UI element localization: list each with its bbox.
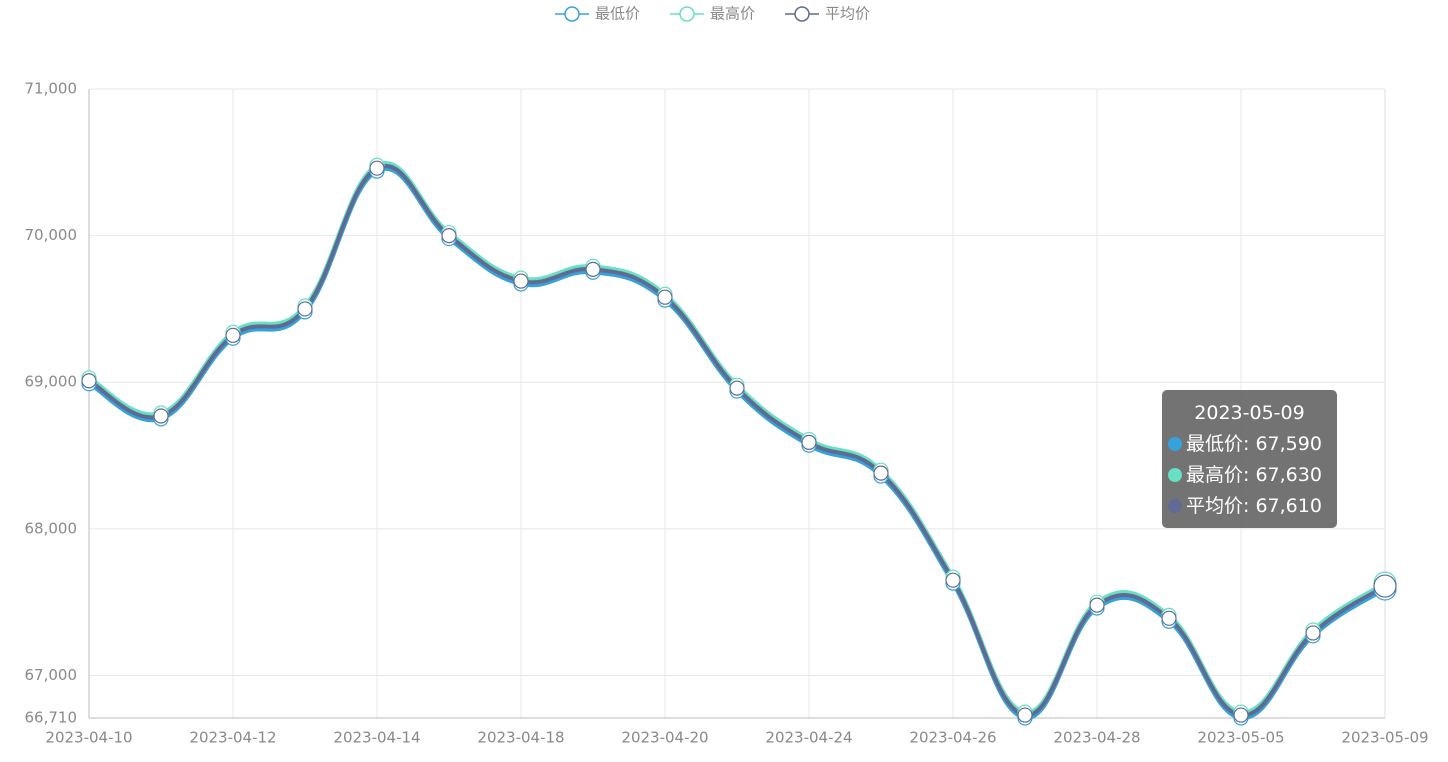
- data-point: [729, 380, 745, 396]
- tooltip-text: 平均价: 67,610: [1186, 495, 1322, 517]
- data-point: [1233, 707, 1249, 723]
- tooltip: 2023-05-09 最低价: 67,590 最高价: 67,630 平均价: 67…: [1162, 390, 1337, 528]
- y-tick-label: 70,000: [25, 226, 78, 244]
- data-point: [225, 327, 241, 343]
- legend-symbol: [794, 6, 810, 22]
- x-tick-label: 2023-05-05: [1197, 729, 1284, 747]
- tooltip-dot: [1168, 437, 1182, 451]
- legend-item: 最高价: [670, 5, 755, 23]
- x-tick-label: 2023-04-24: [765, 729, 852, 747]
- legend-label: 平均价: [825, 5, 870, 23]
- tooltip-dot: [1168, 499, 1182, 513]
- x-tick-label: 2023-04-26: [909, 729, 996, 747]
- legend-symbol: [679, 6, 695, 22]
- data-point: [801, 434, 817, 450]
- tooltip-text: 最低价: 67,590: [1186, 433, 1322, 455]
- data-point: [1161, 610, 1177, 626]
- y-tick-label: 71,000: [25, 80, 78, 98]
- data-point: [1373, 574, 1397, 598]
- data-point: [297, 301, 313, 317]
- tooltip-row: 最低价: 67,590: [1168, 429, 1331, 460]
- data-point: [369, 160, 385, 176]
- data-point: [585, 261, 601, 277]
- y-tick-label: 67,000: [25, 666, 78, 684]
- x-tick-label: 2023-04-20: [621, 729, 708, 747]
- legend-item: 最低价: [555, 5, 640, 23]
- x-tick-label: 2023-04-14: [333, 729, 420, 747]
- data-point: [513, 273, 529, 289]
- x-tick-label: 2023-04-18: [477, 729, 564, 747]
- data-point: [657, 289, 673, 305]
- data-point: [873, 465, 889, 481]
- tooltip-dot: [1168, 468, 1182, 482]
- y-tick-label: 68,000: [25, 519, 78, 537]
- tooltip-row: 平均价: 67,610: [1168, 491, 1331, 522]
- x-tick-label: 2023-04-10: [45, 729, 132, 747]
- legend-label: 最高价: [710, 5, 755, 23]
- tooltip-row: 最高价: 67,630: [1168, 460, 1331, 491]
- data-point: [945, 572, 961, 588]
- legend-item: 平均价: [785, 5, 870, 23]
- x-tick-label: 2023-05-09: [1341, 729, 1428, 747]
- y-tick-label: 66,710: [25, 709, 78, 727]
- tooltip-text: 最高价: 67,630: [1186, 464, 1322, 486]
- data-point: [1017, 707, 1033, 723]
- data-point: [1089, 597, 1105, 613]
- tooltip-title: 2023-05-09: [1194, 402, 1305, 424]
- x-tick-label: 2023-04-12: [189, 729, 276, 747]
- y-tick-label: 69,000: [25, 373, 78, 391]
- x-tick-label: 2023-04-28: [1053, 729, 1140, 747]
- legend-label: 最低价: [595, 5, 640, 23]
- data-point: [81, 373, 97, 389]
- data-point: [153, 408, 169, 424]
- legend-symbol: [564, 6, 580, 22]
- data-point: [1305, 625, 1321, 641]
- data-point: [441, 228, 457, 244]
